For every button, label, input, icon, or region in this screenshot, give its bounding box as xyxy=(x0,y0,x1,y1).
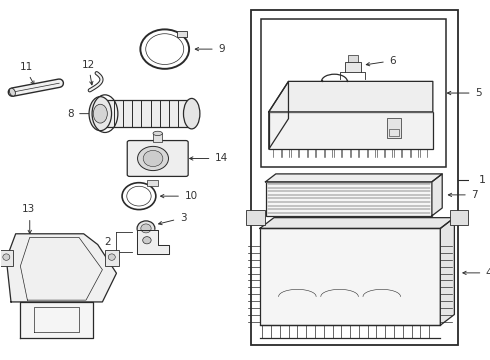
Bar xyxy=(450,211,468,225)
Polygon shape xyxy=(137,230,170,253)
Bar xyxy=(251,10,458,345)
Bar xyxy=(348,55,358,62)
Bar xyxy=(260,228,441,325)
Polygon shape xyxy=(432,174,442,216)
Polygon shape xyxy=(269,81,289,149)
Bar xyxy=(261,19,446,167)
Ellipse shape xyxy=(3,254,10,260)
Ellipse shape xyxy=(137,221,155,236)
Polygon shape xyxy=(441,218,454,325)
Bar xyxy=(177,31,187,37)
Bar xyxy=(345,62,361,72)
Ellipse shape xyxy=(89,96,112,131)
Ellipse shape xyxy=(183,98,200,129)
Bar xyxy=(147,180,158,186)
Bar xyxy=(266,182,432,216)
FancyBboxPatch shape xyxy=(127,140,188,176)
Text: 3: 3 xyxy=(180,213,186,223)
Text: 14: 14 xyxy=(215,153,228,163)
Ellipse shape xyxy=(143,237,151,244)
Text: 10: 10 xyxy=(184,191,197,201)
Bar xyxy=(246,211,265,225)
Bar xyxy=(105,250,119,266)
Ellipse shape xyxy=(93,104,107,123)
Polygon shape xyxy=(260,218,454,228)
Bar xyxy=(269,112,433,149)
Bar xyxy=(105,100,187,127)
Ellipse shape xyxy=(143,150,163,167)
Text: 1: 1 xyxy=(479,175,486,185)
Ellipse shape xyxy=(9,88,15,96)
Text: 7: 7 xyxy=(471,190,478,200)
Text: 4: 4 xyxy=(486,268,490,278)
Text: 2: 2 xyxy=(104,237,111,247)
Polygon shape xyxy=(269,81,433,112)
Bar xyxy=(389,129,399,136)
Polygon shape xyxy=(266,174,442,182)
Ellipse shape xyxy=(108,254,115,260)
Ellipse shape xyxy=(141,224,151,233)
Polygon shape xyxy=(21,302,93,338)
Bar xyxy=(0,250,13,266)
Ellipse shape xyxy=(153,131,162,135)
Ellipse shape xyxy=(138,147,169,171)
Text: 9: 9 xyxy=(218,44,225,54)
Bar xyxy=(153,134,162,142)
Bar xyxy=(387,118,401,138)
Text: 6: 6 xyxy=(389,55,395,66)
Text: 5: 5 xyxy=(475,88,482,98)
Polygon shape xyxy=(6,234,117,302)
Text: 8: 8 xyxy=(67,109,74,119)
Text: 13: 13 xyxy=(22,204,35,214)
Text: 12: 12 xyxy=(82,59,96,69)
Text: 11: 11 xyxy=(20,62,33,72)
